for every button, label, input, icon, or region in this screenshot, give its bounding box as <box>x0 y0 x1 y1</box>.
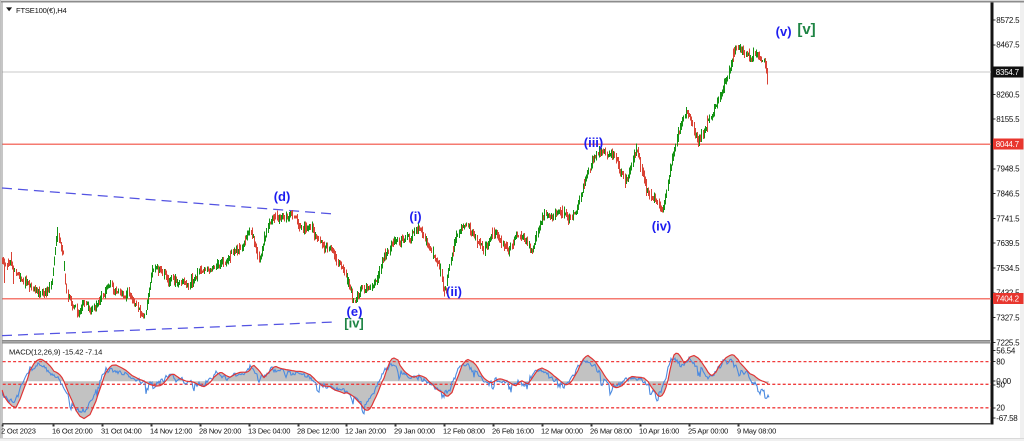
svg-text:12 Mar 00:00: 12 Mar 00:00 <box>541 427 583 436</box>
svg-text:29 Jan 00:00: 29 Jan 00:00 <box>394 427 435 436</box>
svg-text:28 Nov 20:00: 28 Nov 20:00 <box>199 427 241 436</box>
svg-text:12 Jan 20:00: 12 Jan 20:00 <box>345 427 386 436</box>
svg-text:13 Dec 04:00: 13 Dec 04:00 <box>248 427 290 436</box>
svg-text:(iii): (iii) <box>584 135 604 150</box>
svg-text:8155.5: 8155.5 <box>996 115 1020 124</box>
svg-text:MACD(12,26,9) -15.42 -7.14: MACD(12,26,9) -15.42 -7.14 <box>9 347 102 356</box>
svg-text:2 Oct 2023: 2 Oct 2023 <box>1 427 36 436</box>
svg-text:FTSE100(€),H4: FTSE100(€),H4 <box>16 6 67 15</box>
svg-text:31 Oct 04:00: 31 Oct 04:00 <box>101 427 142 436</box>
svg-text:8354.7: 8354.7 <box>996 68 1020 77</box>
svg-text:[v]: [v] <box>797 21 815 38</box>
svg-text:(iv): (iv) <box>652 219 672 234</box>
svg-text:56.54: 56.54 <box>996 346 1016 355</box>
svg-text:26 Mar 08:00: 26 Mar 08:00 <box>590 427 632 436</box>
svg-text:80: 80 <box>996 358 1005 367</box>
svg-text:7741.5: 7741.5 <box>996 214 1020 223</box>
svg-text:10 Apr 16:00: 10 Apr 16:00 <box>639 427 679 436</box>
svg-text:7639.5: 7639.5 <box>996 239 1020 248</box>
svg-text:-67.58: -67.58 <box>996 414 1018 423</box>
svg-text:7846.5: 7846.5 <box>996 190 1020 199</box>
svg-text:20: 20 <box>996 404 1005 413</box>
svg-text:28 Dec 12:00: 28 Dec 12:00 <box>297 427 339 436</box>
svg-text:14 Nov 12:00: 14 Nov 12:00 <box>150 427 192 436</box>
svg-text:7404.2: 7404.2 <box>996 295 1020 304</box>
svg-text:(e): (e) <box>347 304 363 319</box>
svg-text:25 Apr 00:00: 25 Apr 00:00 <box>688 427 728 436</box>
svg-text:8260.5: 8260.5 <box>996 90 1020 99</box>
svg-text:(v): (v) <box>776 24 792 39</box>
svg-text:8467.5: 8467.5 <box>996 41 1020 50</box>
svg-text:7225.5: 7225.5 <box>996 338 1020 347</box>
svg-text:[iv]: [iv] <box>344 316 364 331</box>
svg-text:(i): (i) <box>409 209 421 224</box>
svg-text:8572.5: 8572.5 <box>996 16 1020 25</box>
svg-text:(ii): (ii) <box>446 284 462 299</box>
svg-text:9 May 08:00: 9 May 08:00 <box>737 427 776 436</box>
svg-text:50: 50 <box>996 381 1005 390</box>
svg-text:7534.5: 7534.5 <box>996 264 1020 273</box>
svg-text:7327.5: 7327.5 <box>996 314 1020 323</box>
svg-text:26 Feb 16:00: 26 Feb 16:00 <box>492 427 534 436</box>
svg-text:16 Oct 20:00: 16 Oct 20:00 <box>52 427 93 436</box>
svg-text:0.00: 0.00 <box>996 377 1011 386</box>
svg-text:(d): (d) <box>274 189 291 204</box>
svg-text:7948.5: 7948.5 <box>996 165 1020 174</box>
svg-text:8044.7: 8044.7 <box>996 140 1020 149</box>
svg-text:12 Feb 08:00: 12 Feb 08:00 <box>443 427 485 436</box>
